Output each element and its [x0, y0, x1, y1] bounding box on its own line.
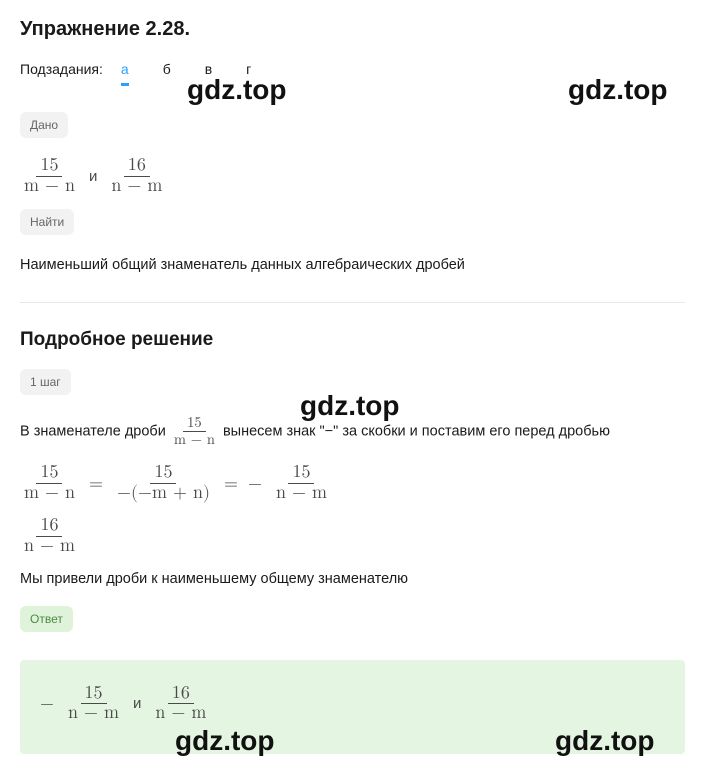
minus-sign: − — [248, 473, 262, 495]
frac-num: 15 — [36, 156, 62, 177]
answer-box: − 15 n − m и 16 n − m — [20, 660, 685, 755]
step1-inline-frac: 15 m − n — [170, 415, 219, 448]
frac-num: 15 — [183, 415, 206, 432]
frac-num: 16 — [36, 516, 62, 537]
given-section: Дано 15 m − n и 16 n − m — [20, 112, 685, 197]
tab-g[interactable]: г — [246, 61, 251, 86]
frac-num: 15 — [288, 463, 314, 484]
frac-den: n − m — [64, 704, 123, 724]
subtasks-row: Подзадания: а б в г — [20, 61, 685, 86]
find-text: Наименьший общий знаменатель данных алге… — [20, 255, 685, 276]
subtasks-tabs: а б в г — [121, 61, 251, 86]
step-1-section: 1 шаг В знаменателе дроби 15 m − n вынес… — [20, 369, 685, 590]
answer-frac-1: 15 n − m — [64, 684, 123, 725]
chip-step1: 1 шаг — [20, 369, 71, 395]
frac-num: 15 — [150, 463, 176, 484]
frac-num: 15 — [36, 463, 62, 484]
eq-lhs: 15 m − n — [20, 463, 79, 504]
frac-num: 16 — [168, 684, 194, 705]
chip-given: Дано — [20, 112, 68, 138]
tab-a[interactable]: а — [121, 61, 129, 86]
answer-sep: и — [133, 695, 141, 712]
tab-v[interactable]: в — [205, 61, 212, 86]
frac-den: m − n — [20, 177, 79, 197]
page-root: gdz.top gdz.top gdz.top gdz.top gdz.top … — [0, 0, 705, 774]
eq-rhs: 15 n − m — [272, 463, 331, 504]
step1-conclusion: Мы привели дроби к наименьшему общему зн… — [20, 569, 685, 590]
find-section: Найти Наименьший общий знаменатель данны… — [20, 209, 685, 276]
solution-title: Подробное решение — [20, 329, 685, 351]
answer-section: Ответ − 15 n − m и 16 n − m — [20, 606, 685, 755]
eq-mid: 15 −(−m + n) — [113, 463, 214, 504]
frac-num: 16 — [124, 156, 150, 177]
exercise-title: Упражнение 2.28. — [20, 18, 685, 41]
frac-num: 15 — [81, 684, 107, 705]
frac-den: m − n — [20, 484, 79, 504]
frac-den: −(−m + n) — [113, 484, 214, 504]
frac-den: n − m — [151, 704, 210, 724]
step1-equation: 15 m − n = 15 −(−m + n) = − 15 n − m — [20, 463, 685, 504]
answer-minus: − — [40, 693, 54, 715]
answer-expression: − 15 n − m и 16 n − m — [40, 684, 665, 725]
step1-sentence: В знаменателе дроби 15 m − n вынесем зна… — [20, 415, 685, 448]
given-frac-1: 15 m − n — [20, 156, 79, 197]
subtasks-label: Подзадания: — [20, 61, 103, 77]
step1-prefix: В знаменателе дроби — [20, 423, 166, 439]
step1-second-frac: 16 n − m — [20, 516, 685, 557]
section-divider — [20, 302, 685, 303]
answer-frac-2: 16 n − m — [151, 684, 210, 725]
equals-sign: = — [89, 473, 103, 495]
given-expression: 15 m − n и 16 n − m — [20, 156, 685, 197]
step1-suffix: вынесем знак "−" за скобки и поставим ег… — [223, 423, 610, 439]
given-frac-2: 16 n − m — [107, 156, 166, 197]
second-frac: 16 n − m — [20, 516, 79, 557]
frac-den: n − m — [20, 537, 79, 557]
frac-den: m − n — [170, 432, 219, 448]
tab-b[interactable]: б — [163, 61, 171, 86]
frac-den: n − m — [272, 484, 331, 504]
given-sep: и — [89, 168, 97, 185]
equals-sign: = — [224, 473, 238, 495]
chip-answer: Ответ — [20, 606, 73, 632]
chip-find: Найти — [20, 209, 74, 235]
frac-den: n − m — [107, 177, 166, 197]
